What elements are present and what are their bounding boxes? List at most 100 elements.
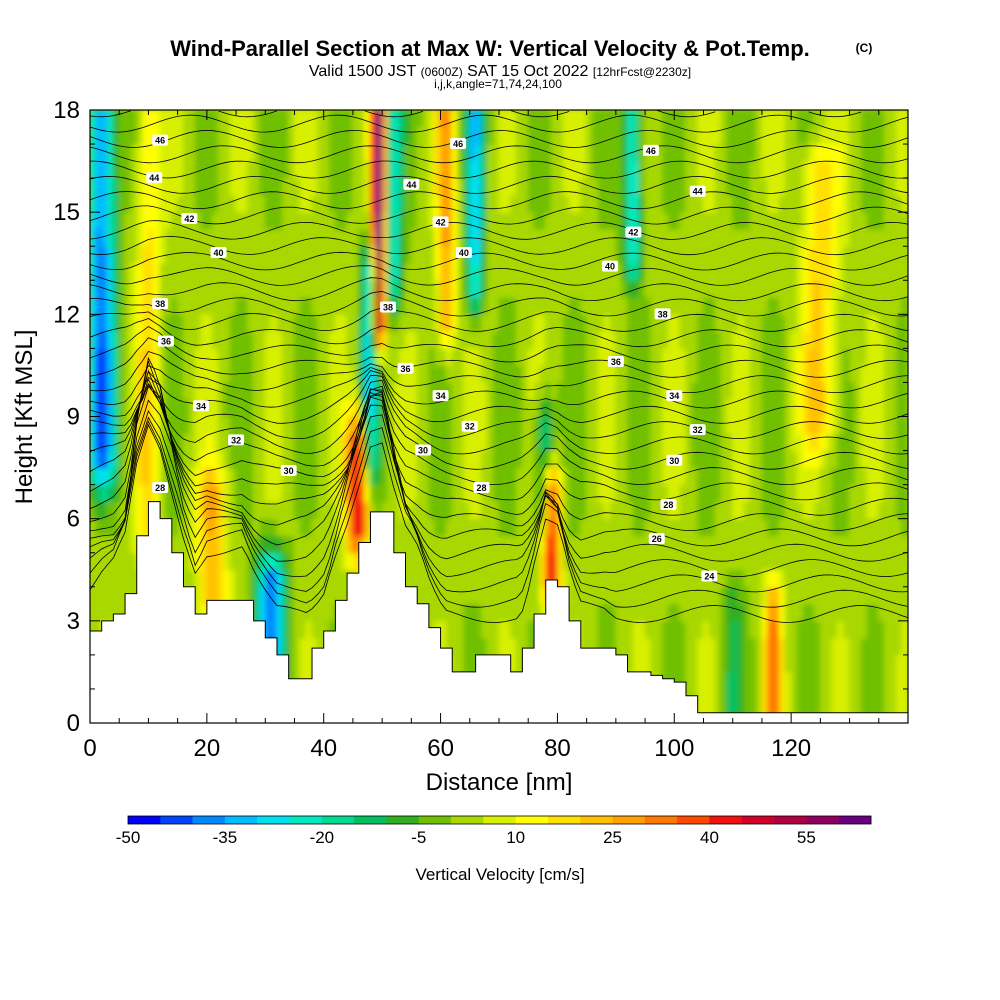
ww-cell (480, 296, 488, 315)
ww-cell (223, 160, 231, 179)
ww-cell (615, 637, 623, 656)
ww-cell (90, 245, 97, 264)
ww-cell (492, 364, 500, 383)
ww-cell (340, 552, 348, 571)
ww-cell (738, 501, 745, 520)
ww-cell (428, 381, 436, 400)
ww-cell (685, 262, 693, 281)
ww-cell (673, 586, 681, 605)
ww-cell (521, 381, 529, 400)
ww-cell (551, 279, 558, 298)
ww-cell (556, 330, 564, 349)
ww-cell (305, 381, 313, 400)
ww-cell (872, 654, 880, 673)
ww-cell (837, 671, 845, 690)
ww-cell (258, 603, 266, 622)
ww-cell (410, 262, 418, 281)
ww-cell (358, 211, 366, 230)
ww-cell (691, 620, 699, 639)
ww-cell (854, 586, 862, 605)
ww-cell (364, 467, 371, 486)
ww-cell (714, 279, 722, 298)
ww-cell (632, 501, 640, 520)
ww-cell (697, 330, 704, 349)
ww-cell (212, 586, 220, 605)
ww-cell (223, 110, 231, 128)
ww-cell (206, 364, 214, 383)
ww-cell (305, 398, 313, 417)
ww-cell (708, 654, 716, 673)
ww-cell (703, 245, 710, 264)
ww-cell (136, 416, 144, 435)
ww-cell (854, 654, 862, 673)
ww-cell (253, 228, 260, 247)
ww-cell (703, 603, 710, 622)
ww-cell (387, 501, 395, 520)
ww-cell (884, 552, 891, 571)
ww-cell (434, 552, 442, 571)
ww-cell (440, 160, 447, 179)
ww-cell (369, 381, 377, 400)
ww-cell (177, 364, 184, 383)
ww-cell (556, 126, 564, 145)
ww-cell (118, 450, 126, 469)
ww-cell (808, 552, 816, 571)
ww-cell (673, 535, 681, 554)
ww-cell (895, 501, 903, 520)
ww-cell (276, 637, 284, 656)
ww-cell (282, 450, 290, 469)
ww-cell (247, 586, 255, 605)
ww-cell (136, 228, 144, 247)
ww-cell (247, 484, 255, 503)
ww-cell (177, 296, 184, 315)
ww-cell (229, 535, 237, 554)
ww-cell (352, 381, 360, 400)
ww-cell (819, 143, 827, 162)
ww-cell (387, 484, 395, 503)
ww-cell (621, 501, 629, 520)
ww-cell (112, 518, 120, 537)
ww-cell (340, 262, 348, 281)
ww-cell (621, 586, 629, 605)
ww-cell (708, 160, 716, 179)
ww-cell (118, 245, 126, 264)
ww-cell (878, 569, 886, 588)
ww-cell (177, 330, 184, 349)
ww-cell (773, 143, 780, 162)
ww-cell (708, 262, 716, 281)
ww-cell (703, 552, 710, 571)
ww-cell (451, 211, 459, 230)
ww-cell (369, 160, 377, 179)
ww-cell (142, 484, 149, 503)
ww-cell (726, 637, 734, 656)
ww-cell (416, 296, 424, 315)
ww-cell (644, 654, 652, 673)
ww-cell (895, 586, 903, 605)
ww-cell (638, 364, 646, 383)
ww-cell (673, 637, 681, 656)
ww-cell (872, 160, 880, 179)
ww-cell (533, 110, 541, 128)
ww-cell (270, 416, 278, 435)
ww-cell (580, 177, 588, 196)
ww-cell (603, 433, 611, 452)
ww-cell (422, 228, 430, 247)
ww-cell (305, 501, 313, 520)
ww-cell (282, 586, 290, 605)
ww-cell (726, 211, 734, 230)
ww-cell (498, 330, 506, 349)
ww-cell (884, 671, 891, 690)
ww-cell (650, 398, 658, 417)
ww-cell (615, 398, 623, 417)
ww-cell (206, 330, 214, 349)
ww-cell (685, 501, 693, 520)
ww-cell (504, 347, 512, 366)
ww-cell (182, 177, 190, 196)
ww-cell (95, 501, 103, 520)
ww-cell (790, 228, 798, 247)
ww-cell (457, 416, 465, 435)
ww-cell (270, 262, 278, 281)
ww-cell (223, 501, 231, 520)
ww-cell (609, 620, 617, 639)
ww-cell (504, 637, 512, 656)
